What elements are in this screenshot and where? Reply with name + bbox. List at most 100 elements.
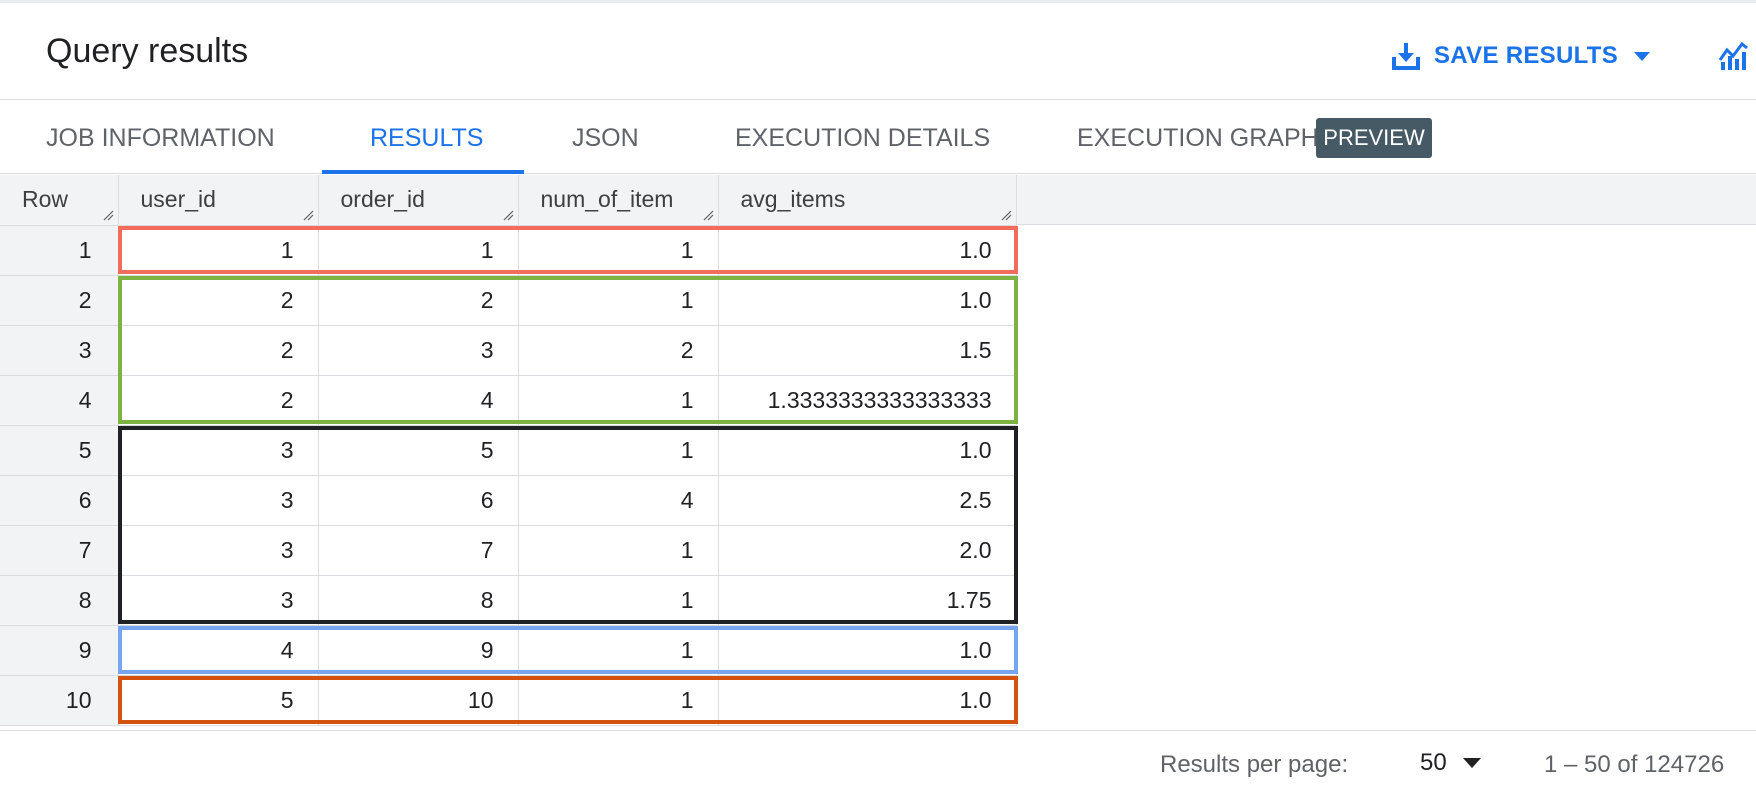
download-icon xyxy=(1392,43,1420,70)
table-header-row: Row user_id order_id num_of_item avg_items xyxy=(0,175,1017,226)
active-tab-indicator xyxy=(322,170,524,174)
table-cell-num-of-item[interactable]: 1 xyxy=(518,625,719,676)
table-cell-order-id[interactable]: 3 xyxy=(318,325,519,376)
column-header-label: order_id xyxy=(340,186,425,213)
column-header-label: Row xyxy=(22,186,69,213)
save-results-button[interactable]: SAVE RESULTS xyxy=(1392,34,1651,78)
table-cell-num-of-item[interactable]: 2 xyxy=(518,325,719,376)
row-number[interactable]: 6 xyxy=(0,475,119,526)
table-cell-order-id[interactable]: 10 xyxy=(318,675,519,726)
table-cell-avg-items[interactable]: 1.5 xyxy=(718,325,1017,376)
table-cell-num-of-item[interactable]: 1 xyxy=(518,425,719,476)
resize-handle-icon[interactable] xyxy=(1000,209,1012,221)
table-row[interactable]: 7 3 7 1 2.0 xyxy=(0,525,1017,576)
table-cell-order-id[interactable]: 1 xyxy=(318,225,519,276)
resize-handle-icon[interactable] xyxy=(102,209,114,221)
table-cell-user-id[interactable]: 4 xyxy=(118,625,319,676)
row-number[interactable]: 2 xyxy=(0,275,119,326)
table-row[interactable]: 6 3 6 4 2.5 xyxy=(0,475,1017,526)
table-cell-avg-items[interactable]: 1.0 xyxy=(718,625,1017,676)
results-table: Row user_id order_id num_of_item avg_items 1… xyxy=(0,175,1017,726)
results-per-page-value: 50 xyxy=(1420,749,1447,776)
table-cell-user-id[interactable]: 2 xyxy=(118,325,319,376)
table-cell-num-of-item[interactable]: 1 xyxy=(518,575,719,626)
table-cell-num-of-item[interactable]: 1 xyxy=(518,225,719,276)
table-cell-avg-items[interactable]: 1.3333333333333333 xyxy=(718,375,1017,426)
table-cell-num-of-item[interactable]: 1 xyxy=(518,275,719,326)
row-number[interactable]: 5 xyxy=(0,425,119,476)
pagination-range: 1 – 50 of 124726 xyxy=(1544,751,1725,778)
chart-icon[interactable] xyxy=(1718,40,1748,70)
table-row[interactable]: 3 2 3 2 1.5 xyxy=(0,325,1017,376)
table-cell-user-id[interactable]: 3 xyxy=(118,525,319,576)
results-tabs: JOB INFORMATION RESULTS JSON EXECUTION D… xyxy=(0,100,1756,174)
table-row[interactable]: 5 3 5 1 1.0 xyxy=(0,425,1017,476)
save-results-label: SAVE RESULTS xyxy=(1434,42,1619,69)
table-row[interactable]: 10 5 10 1 1.0 xyxy=(0,675,1017,726)
table-cell-avg-items[interactable]: 2.5 xyxy=(718,475,1017,526)
table-cell-user-id[interactable]: 5 xyxy=(118,675,319,726)
table-body: 1 1 1 1 1.0 2 2 2 1 1.0 3 2 3 2 1.5 4 2 4 1 1.3333333333333… xyxy=(0,225,1017,726)
results-header: Query results SAVE RESULTS xyxy=(0,4,1756,100)
table-cell-avg-items[interactable]: 1.75 xyxy=(718,575,1017,626)
row-number[interactable]: 1 xyxy=(0,225,119,276)
table-cell-order-id[interactable]: 2 xyxy=(318,275,519,326)
tab-execution-graph[interactable]: EXECUTION GRAPH xyxy=(1077,124,1319,152)
table-row[interactable]: 4 2 4 1 1.3333333333333333 xyxy=(0,375,1017,426)
results-grid: Row user_id order_id num_of_item avg_items 1… xyxy=(0,175,1756,730)
row-number[interactable]: 8 xyxy=(0,575,119,626)
results-per-page-label: Results per page: xyxy=(1160,751,1349,778)
row-number[interactable]: 9 xyxy=(0,625,119,676)
table-cell-user-id[interactable]: 3 xyxy=(118,575,319,626)
table-cell-avg-items[interactable]: 2.0 xyxy=(718,525,1017,576)
column-header-label: avg_items xyxy=(740,186,846,213)
table-cell-order-id[interactable]: 4 xyxy=(318,375,519,426)
page-title: Query results xyxy=(46,32,249,70)
table-row[interactable]: 8 3 8 1 1.75 xyxy=(0,575,1017,626)
table-cell-order-id[interactable]: 5 xyxy=(318,425,519,476)
resize-handle-icon[interactable] xyxy=(702,209,714,221)
table-row[interactable]: 9 4 9 1 1.0 xyxy=(0,625,1017,676)
table-cell-avg-items[interactable]: 1.0 xyxy=(718,675,1017,726)
column-header-num-of-item[interactable]: num_of_item xyxy=(518,175,719,226)
tab-job-information[interactable]: JOB INFORMATION xyxy=(46,124,275,152)
table-cell-avg-items[interactable]: 1.0 xyxy=(718,275,1017,326)
table-cell-num-of-item[interactable]: 1 xyxy=(518,525,719,576)
table-cell-num-of-item[interactable]: 4 xyxy=(518,475,719,526)
table-cell-avg-items[interactable]: 1.0 xyxy=(718,425,1017,476)
column-header-user-id[interactable]: user_id xyxy=(118,175,319,226)
table-cell-user-id[interactable]: 2 xyxy=(118,375,319,426)
table-cell-user-id[interactable]: 2 xyxy=(118,275,319,326)
column-header-label: num_of_item xyxy=(540,186,674,213)
table-cell-user-id[interactable]: 3 xyxy=(118,425,319,476)
resize-handle-icon[interactable] xyxy=(302,209,314,221)
preview-badge: PREVIEW xyxy=(1316,118,1432,158)
tab-json[interactable]: JSON xyxy=(572,124,639,152)
table-cell-order-id[interactable]: 9 xyxy=(318,625,519,676)
header-filler xyxy=(1016,175,1756,225)
tab-execution-details[interactable]: EXECUTION DETAILS xyxy=(735,124,991,152)
row-number[interactable]: 3 xyxy=(0,325,119,376)
table-cell-order-id[interactable]: 7 xyxy=(318,525,519,576)
top-divider xyxy=(0,0,1756,4)
pagination-footer: Results per page: 50 1 – 50 of 124726 xyxy=(0,730,1756,796)
table-row[interactable]: 1 1 1 1 1.0 xyxy=(0,225,1017,276)
table-cell-user-id[interactable]: 3 xyxy=(118,475,319,526)
table-cell-num-of-item[interactable]: 1 xyxy=(518,675,719,726)
table-cell-order-id[interactable]: 8 xyxy=(318,575,519,626)
table-cell-user-id[interactable]: 1 xyxy=(118,225,319,276)
column-header-order-id[interactable]: order_id xyxy=(318,175,519,226)
results-per-page-select[interactable]: 50 xyxy=(1420,745,1481,781)
column-header-row[interactable]: Row xyxy=(0,175,119,226)
row-number[interactable]: 10 xyxy=(0,675,119,726)
row-number[interactable]: 7 xyxy=(0,525,119,576)
row-number[interactable]: 4 xyxy=(0,375,119,426)
table-row[interactable]: 2 2 2 1 1.0 xyxy=(0,275,1017,326)
resize-handle-icon[interactable] xyxy=(502,209,514,221)
table-cell-order-id[interactable]: 6 xyxy=(318,475,519,526)
chevron-down-icon xyxy=(1634,51,1651,61)
table-cell-num-of-item[interactable]: 1 xyxy=(518,375,719,426)
table-cell-avg-items[interactable]: 1.0 xyxy=(718,225,1017,276)
tab-results[interactable]: RESULTS xyxy=(370,124,484,152)
column-header-avg-items[interactable]: avg_items xyxy=(718,175,1017,226)
